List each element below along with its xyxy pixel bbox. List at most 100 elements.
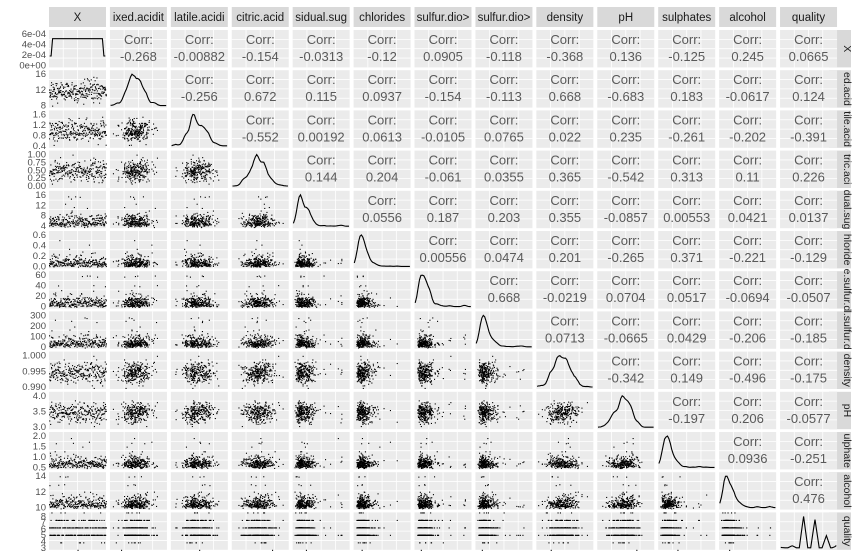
point: [139, 218, 140, 219]
point: [330, 260, 331, 261]
point: [177, 170, 178, 171]
point: [101, 303, 102, 304]
point: [103, 257, 104, 258]
point: [57, 163, 58, 164]
point: [86, 98, 87, 99]
point: [81, 255, 82, 256]
point: [56, 257, 57, 258]
point: [186, 165, 187, 166]
point: [135, 138, 136, 139]
point: [66, 129, 67, 130]
point: [92, 176, 93, 177]
point: [274, 263, 275, 264]
point: [90, 83, 91, 84]
point: [97, 96, 98, 97]
point: [76, 134, 77, 135]
point: [53, 96, 54, 97]
point: [76, 171, 77, 172]
point: [184, 173, 185, 174]
point: [135, 167, 136, 168]
point: [241, 265, 242, 266]
point: [69, 178, 70, 179]
point: [257, 267, 258, 268]
point: [54, 169, 55, 170]
point: [58, 225, 59, 226]
corr-label: Corr:: [246, 72, 275, 87]
point: [200, 220, 201, 221]
panel-4-2: [171, 191, 228, 228]
point: [200, 245, 201, 246]
point: [142, 180, 143, 181]
point: [64, 302, 65, 303]
point: [64, 169, 65, 170]
point: [256, 220, 257, 221]
corr-value: -0.0313: [299, 49, 343, 64]
point: [67, 136, 68, 137]
strip-top-label-5: chlorides: [359, 12, 405, 24]
point: [140, 128, 141, 129]
point: [71, 263, 72, 264]
point: [186, 223, 187, 224]
point: [137, 224, 138, 225]
point: [83, 266, 84, 267]
point: [138, 254, 139, 255]
point: [90, 266, 91, 267]
point: [92, 125, 93, 126]
point: [92, 165, 93, 166]
point: [265, 264, 266, 265]
point: [341, 263, 342, 264]
point: [207, 221, 208, 222]
point: [93, 260, 94, 261]
point: [197, 260, 198, 261]
point: [129, 171, 130, 172]
point: [194, 167, 195, 168]
point: [307, 266, 308, 267]
point: [73, 301, 74, 302]
point: [60, 298, 61, 299]
panel-5-3: [232, 231, 289, 268]
point: [95, 86, 96, 87]
corr-label: Corr:: [733, 153, 762, 168]
point: [86, 133, 87, 134]
point: [205, 169, 206, 170]
point: [153, 124, 154, 125]
point: [134, 217, 135, 218]
point: [188, 220, 189, 221]
point: [104, 175, 105, 176]
point: [126, 257, 127, 258]
point: [243, 223, 244, 224]
point: [53, 180, 54, 181]
point: [142, 218, 143, 219]
point: [72, 211, 73, 212]
point: [216, 170, 217, 171]
point: [255, 217, 256, 218]
point: [260, 223, 261, 224]
point: [153, 134, 154, 135]
point: [101, 225, 102, 226]
point: [53, 133, 54, 134]
point: [71, 181, 72, 182]
point: [256, 265, 257, 266]
strip-right-label-7: l.sulfur.d: [841, 311, 853, 350]
point: [99, 299, 100, 300]
point: [99, 223, 100, 224]
point: [264, 217, 265, 218]
point: [95, 220, 96, 221]
corr-label: Corr:: [672, 233, 701, 248]
panel-0-9: Corr:0.136: [597, 30, 654, 67]
point: [143, 217, 144, 218]
point: [300, 253, 301, 254]
point: [63, 221, 64, 222]
point: [148, 179, 149, 180]
point: [244, 224, 245, 225]
point: [127, 214, 128, 215]
point: [262, 220, 263, 221]
point: [127, 175, 128, 176]
point: [216, 172, 217, 173]
point: [300, 267, 301, 268]
point: [256, 259, 257, 260]
point: [142, 160, 143, 161]
point: [97, 262, 98, 263]
point: [251, 259, 252, 260]
point: [130, 166, 131, 167]
